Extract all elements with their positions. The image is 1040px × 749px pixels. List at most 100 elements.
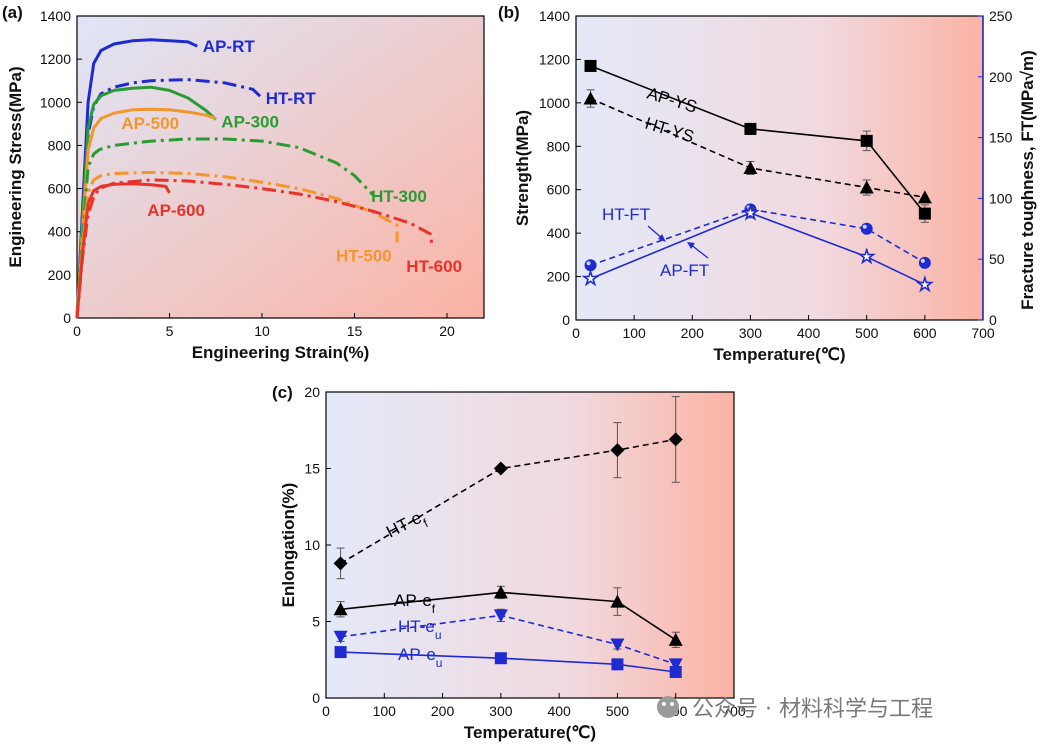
y-tick-label: 800	[48, 137, 72, 153]
point-series-1	[610, 594, 625, 608]
y-axis-label: Engineering Stress(MPa)	[6, 66, 25, 267]
line-ht-ys	[590, 97, 926, 199]
x-tick-label: 400	[547, 703, 571, 719]
point-series-3	[669, 665, 682, 678]
curve-ap-500	[75, 107, 217, 319]
x-tick-label: 100	[622, 325, 646, 341]
x-tick-label: 15	[347, 323, 363, 339]
x-axis-label: Temperature(℃)	[713, 345, 845, 364]
x-tick-label: 5	[166, 323, 174, 339]
point-ht-ys	[917, 190, 932, 204]
series-label-ht-300: HT-300	[371, 187, 427, 206]
y-tick-label: 400	[48, 224, 72, 240]
panel-b: 0 100 200 300 400 500 600 700020040060080010001…	[498, 3, 1037, 364]
point-series-0	[668, 432, 683, 447]
point-ht-ys	[743, 161, 758, 174]
series-label-ap-600: AP-600	[147, 201, 205, 220]
point-ap-ys	[918, 207, 931, 220]
panel-a: 0 5 10 15 200200400600800100012001400Enginee…	[2, 3, 485, 362]
series-label-ap-rt: AP-RT	[203, 37, 256, 56]
wechat-icon	[657, 696, 679, 718]
x-tick-label: 0	[73, 323, 81, 339]
y-tick-label: 0	[562, 312, 570, 328]
point-series-3	[611, 658, 624, 671]
point-series-1	[668, 632, 683, 646]
line-series-2	[340, 614, 676, 666]
series-label-ht-eu-main: HT-e	[398, 617, 435, 636]
series-label-ht-eu: HT-eu	[398, 617, 442, 642]
plot-area	[326, 392, 734, 698]
y-tick-label: 600	[48, 181, 72, 197]
y2-axis-label: Fracture toughness, FT(MPa√m)	[1018, 50, 1037, 310]
line-series-1	[340, 591, 677, 641]
y2-tick-label: 250	[989, 8, 1013, 24]
watermark-text: 公众号 · 材料科学与工程	[692, 697, 933, 722]
y-tick-label: 600	[547, 182, 571, 198]
panel-label: (a)	[2, 3, 23, 22]
point-ht-ys	[583, 91, 598, 105]
x-tick-label: 500	[855, 325, 879, 341]
line-ht-ft	[590, 208, 926, 267]
x-tick-label: 10	[254, 323, 270, 339]
series-label-ap-eu-main: AP-e	[398, 645, 436, 664]
y-axis-label: Enlongation(%)	[279, 483, 298, 608]
series-label-ap-ft: AP-FT	[660, 261, 709, 280]
x-tick-label: 300	[489, 703, 513, 719]
x-tick-label: 700	[971, 325, 995, 341]
panel-label: (c)	[272, 383, 293, 402]
series-label-ap-eu-sub: u	[436, 656, 443, 670]
y2-tick-label: 100	[989, 190, 1013, 206]
y-tick-label: 400	[547, 225, 571, 241]
y2-tick-label: 150	[989, 130, 1013, 146]
point-ap-ys	[860, 134, 873, 147]
panel-label: (b)	[498, 3, 520, 22]
point-ht-ft-highlight	[862, 224, 867, 229]
y-tick-label: 5	[312, 614, 320, 630]
series-label-ap-ef: AP-ef	[394, 591, 436, 616]
point-series-0	[493, 461, 508, 476]
series-label-ht-rt: HT-RT	[266, 89, 317, 108]
point-series-1	[493, 585, 508, 599]
x-tick-label: 400	[797, 325, 821, 341]
x-tick-label: 200	[431, 703, 455, 719]
y-tick-label: 1400	[539, 8, 570, 24]
y-tick-label: 1200	[40, 51, 71, 67]
series-label-ht-ef-sub: f	[421, 516, 431, 530]
y-tick-label: 800	[547, 138, 571, 154]
point-ap-ys	[584, 59, 597, 72]
x-axis-label: Engineering Strain(%)	[192, 343, 370, 362]
series-label-ap-300: AP-300	[221, 113, 279, 132]
y2-tick-label: 50	[989, 251, 1005, 267]
point-ap-ft	[915, 275, 934, 293]
series-label-ht-500: HT-500	[336, 246, 392, 265]
y-tick-label: 1000	[40, 94, 71, 110]
point-ht-ft-highlight	[920, 258, 925, 263]
point-series-3	[494, 652, 507, 665]
panel-c: 010020030040050060070005101520Temperatur…	[272, 383, 746, 742]
y-tick-label: 20	[304, 384, 320, 400]
x-tick-label: 200	[681, 325, 705, 341]
point-ht-ft	[918, 256, 931, 269]
arrowhead-ht-ft	[658, 234, 666, 242]
plot-area	[576, 16, 983, 320]
series-label-ht-600: HT-600	[406, 257, 462, 276]
line-series-0	[340, 438, 676, 565]
arrow-ap-ft	[689, 243, 709, 259]
point-ht-ft-highlight	[586, 261, 591, 266]
point-series-2	[333, 630, 348, 644]
x-tick-label: 700	[722, 703, 746, 719]
y-axis-label: Strength(MPa)	[513, 110, 532, 226]
point-ht-ys	[859, 180, 874, 194]
x-tick-label: 0	[322, 703, 330, 719]
x-tick-label: 500	[606, 703, 630, 719]
point-series-3	[334, 646, 347, 659]
line-ap-ft	[590, 212, 926, 286]
series-label-ap-ef-main: AP-e	[394, 591, 432, 610]
plot-frame	[76, 15, 485, 319]
point-series-0	[610, 443, 625, 458]
curve-ht-300	[75, 137, 375, 319]
series-label-ap-eu: AP-eu	[398, 645, 442, 670]
y-tick-label: 1000	[539, 95, 570, 111]
y-tick-label: 200	[48, 267, 72, 283]
point-series-2	[610, 638, 625, 652]
